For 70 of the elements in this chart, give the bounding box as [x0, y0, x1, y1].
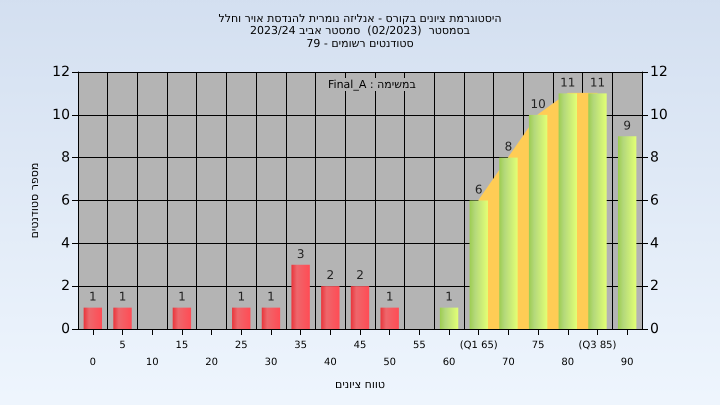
data-label: 1 [89, 290, 97, 304]
bar [113, 308, 132, 329]
bar [440, 308, 458, 329]
x-tick-label: 30 [264, 357, 278, 368]
data-label: 11 [560, 75, 576, 90]
data-label: 9 [623, 118, 631, 132]
bar [321, 286, 340, 329]
x-tick-label: 0 [90, 357, 96, 368]
y-tick-label: 2 [61, 278, 70, 294]
y2-tick-label: 8 [650, 150, 659, 166]
y-tick-label: 4 [61, 235, 70, 252]
chart-subtitle: בסמסטר (02/2023) סמסטר אביב 2023/24 סטודנטים רשומים - 79 [250, 24, 470, 50]
data-label: 1 [386, 290, 394, 304]
x-tick-label: (Q1 65) [460, 340, 498, 351]
x-tick-label: 90 [620, 357, 634, 368]
x-tick-label: 10 [146, 357, 159, 368]
y2-tick-label: 12 [650, 64, 668, 80]
x-tick-label: 5 [119, 340, 126, 351]
bar [499, 158, 518, 329]
bar [470, 200, 488, 329]
y2-tick-label: 0 [650, 321, 659, 337]
x-tick-label: 50 [383, 357, 396, 368]
data-label: 2 [326, 268, 334, 282]
y-tick-label: 6 [61, 192, 70, 208]
bar [262, 308, 280, 329]
x-tick-label: 20 [205, 357, 218, 368]
bar [380, 308, 399, 329]
chart-title: היסטוגרמת ציונים בקורס - אנליזה נומרית להנדסת אויר וחלל [218, 12, 502, 25]
y-tick-label: 8 [61, 150, 70, 166]
x-tick-label: 25 [234, 340, 248, 351]
y-tick-label: 12 [52, 64, 70, 80]
x-tick-label: 70 [502, 357, 515, 368]
x-tick-label: 80 [561, 357, 574, 368]
y2-tick-label: 6 [650, 192, 659, 208]
bar [172, 308, 192, 329]
bar [232, 308, 250, 329]
x-axis-title: טווח ציונים [335, 378, 385, 391]
bar [618, 136, 636, 329]
data-label: 6 [474, 182, 483, 196]
data-label: 1 [237, 290, 246, 304]
y2-tick-label: 4 [650, 235, 659, 252]
y-tick-label: 10 [52, 106, 70, 123]
x-tick-label: 35 [294, 340, 307, 351]
bar [558, 93, 577, 329]
annotation: Final_A : במשימה [328, 78, 416, 91]
x-tick-label: 45 [354, 340, 366, 351]
data-label: 10 [530, 96, 546, 111]
data-label: 1 [118, 290, 126, 304]
data-label: 1 [445, 290, 453, 304]
bar [528, 114, 548, 329]
data-label: 1 [178, 290, 186, 304]
bar [291, 264, 310, 329]
x-tick-label: (Q3 85) [578, 340, 617, 351]
bar [84, 308, 102, 329]
bar [350, 286, 370, 329]
y2-tick-label: 10 [650, 106, 668, 123]
x-tick-label: 15 [176, 340, 188, 351]
x-tick-label: 75 [532, 340, 544, 351]
x-tick-label: 55 [413, 340, 426, 351]
y2-tick-label: 2 [650, 278, 659, 294]
bar [588, 93, 607, 329]
y-axis-title: מספר סטודנטים [28, 162, 41, 238]
data-label: 8 [504, 140, 512, 154]
data-label: 11 [590, 75, 606, 90]
y-tick-label: 0 [61, 321, 70, 337]
data-label: 1 [267, 290, 275, 304]
x-tick-label: 40 [324, 357, 337, 368]
data-label: 3 [296, 246, 304, 261]
data-label: 2 [356, 268, 364, 282]
x-tick-label: 60 [442, 357, 456, 368]
